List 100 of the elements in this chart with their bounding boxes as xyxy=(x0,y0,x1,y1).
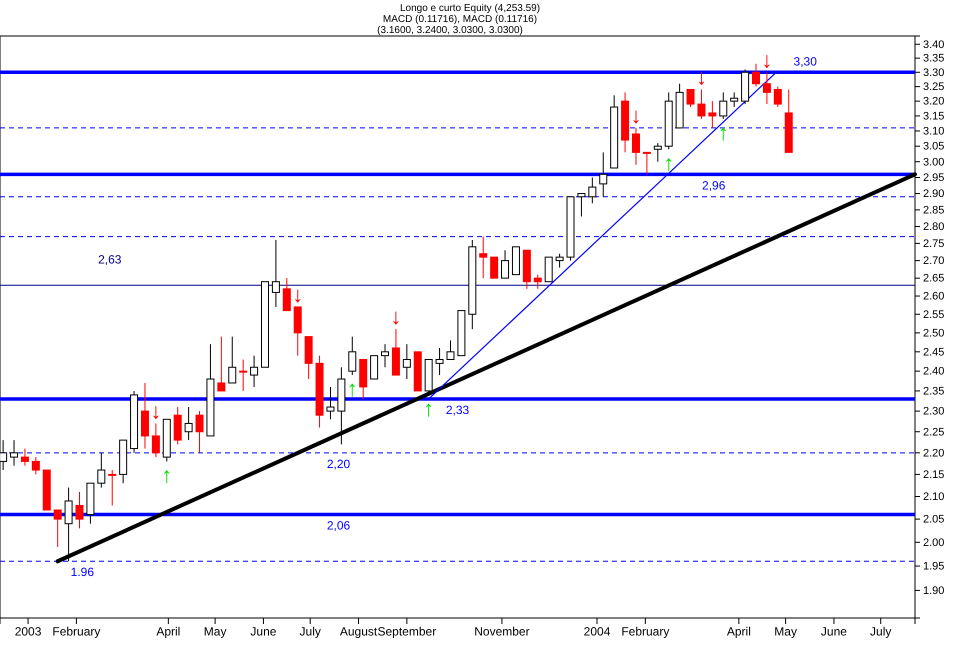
y-tick-label: 2.95 xyxy=(923,172,944,184)
y-tick-label: 2.20 xyxy=(923,447,944,460)
x-tick-label: April xyxy=(726,624,751,639)
y-tick-label: 2.70 xyxy=(923,255,944,268)
ref-line-label: 2,06 xyxy=(326,518,351,533)
y-tick-label: 2.25 xyxy=(923,426,944,438)
y-tick-label: 2.50 xyxy=(923,327,944,340)
candlestick xyxy=(490,256,498,279)
y-tick-label: 3.10 xyxy=(923,125,944,138)
candlestick xyxy=(599,152,608,198)
annotation: ↓ xyxy=(390,304,402,330)
ref-line-label: 2,63 xyxy=(98,252,122,266)
ref-line-label: 3,30 xyxy=(794,54,818,68)
x-tick-label: June xyxy=(820,624,848,639)
candlestick xyxy=(326,386,334,420)
y-tick-label: 2.45 xyxy=(923,346,944,358)
annotation: (3.1600, 3.2400, 3.0300, 3.0300) xyxy=(377,25,523,36)
x-tick-label: June xyxy=(250,624,277,639)
ref-line-label: 2,33 xyxy=(446,402,470,417)
annotation: ↓ xyxy=(292,282,304,307)
text: MACD (0.11716), MACD (0.11716) xyxy=(382,14,538,25)
candlestick xyxy=(97,452,106,488)
x-tick-label: May xyxy=(774,624,797,639)
y-tick-label: 3.40 xyxy=(923,38,944,51)
candlestick xyxy=(239,359,248,392)
annotation: ↑ xyxy=(423,396,434,421)
y-tick-label: 2.35 xyxy=(923,385,944,398)
annotation: ↓ xyxy=(761,47,772,72)
candlestick xyxy=(479,236,488,279)
candlestick xyxy=(54,509,62,548)
candlestick xyxy=(501,250,510,279)
candlestick xyxy=(370,355,378,380)
candlestick xyxy=(152,422,160,458)
candlestick xyxy=(719,92,728,120)
x-tick-label: February xyxy=(52,624,100,639)
candlestick xyxy=(534,274,542,290)
x-tick-label: April xyxy=(156,624,180,639)
x-tick-label: July xyxy=(300,624,321,639)
annotation: ↓ xyxy=(630,102,642,128)
candlestick xyxy=(272,239,280,308)
candlestick xyxy=(708,100,716,128)
candlestick xyxy=(250,355,258,388)
y-tick-label: 3.05 xyxy=(923,140,944,153)
candlestick xyxy=(108,470,116,506)
candlestick xyxy=(282,278,291,312)
candlestick xyxy=(436,347,444,376)
y-tick-label: 3.00 xyxy=(923,156,944,168)
y-tick-label: 2.75 xyxy=(923,238,944,250)
candlestick xyxy=(774,86,782,108)
annotation: ↑ xyxy=(161,462,172,488)
y-tick-label: 2.05 xyxy=(923,514,944,526)
y-tick-label: 3.20 xyxy=(923,96,944,108)
y-tick-label: 2.00 xyxy=(923,536,944,549)
candlestick xyxy=(654,142,662,162)
candlestick xyxy=(196,410,204,454)
candlestick xyxy=(697,88,706,120)
x-tick-label: July xyxy=(870,624,892,639)
y-tick-label: 2.55 xyxy=(923,308,944,321)
y-tick-label: 3.15 xyxy=(923,110,944,122)
ref-line-label: 2,96 xyxy=(702,178,726,192)
ref-line-label: 2,20 xyxy=(326,456,351,471)
x-tick-label: May xyxy=(204,624,226,639)
x-tick-label: 2003 xyxy=(14,624,42,639)
y-tick-label: 3.25 xyxy=(923,81,944,94)
candlestick xyxy=(228,336,236,384)
candlestick xyxy=(556,253,564,268)
candlestick xyxy=(752,63,760,88)
y-tick-label: 2.30 xyxy=(923,406,944,418)
candlestick xyxy=(577,193,586,217)
candlestick xyxy=(10,440,18,466)
candlestick xyxy=(217,336,226,392)
candlestick xyxy=(381,344,390,368)
candlestick xyxy=(730,92,738,108)
x-tick-label: November xyxy=(474,624,530,639)
y-tick-label: 2.10 xyxy=(923,491,944,504)
candlestick xyxy=(642,152,651,175)
candlestick xyxy=(32,456,40,475)
y-tick-label: 2.60 xyxy=(923,290,944,303)
candlestick xyxy=(75,492,84,529)
y-tick-label: 1.90 xyxy=(923,584,944,597)
annotation: ↑ xyxy=(663,150,674,176)
y-tick-label: 2.40 xyxy=(923,366,944,378)
x-tick-label: September xyxy=(377,624,436,639)
candlestick xyxy=(686,88,695,108)
x-tick-label: 2004 xyxy=(584,624,611,639)
candlestick xyxy=(402,344,411,380)
x-tick-label: February xyxy=(621,624,670,639)
y-tick-label: 2.90 xyxy=(923,188,944,200)
annotation: ↑ xyxy=(346,376,358,402)
candlestick xyxy=(762,72,771,105)
candlestick xyxy=(446,340,454,360)
ref-line-label: 1.96 xyxy=(70,565,94,580)
candlestick xyxy=(588,176,596,204)
text: Longo e curto Equity (4,253.59) xyxy=(400,3,540,14)
candlestick xyxy=(632,127,640,166)
y-tick-label: 3.30 xyxy=(923,66,944,79)
y-tick-label: 2.65 xyxy=(923,272,944,285)
candlestick xyxy=(184,406,193,441)
y-tick-label: 2.15 xyxy=(923,468,944,481)
annotation: ↓ xyxy=(150,398,162,424)
